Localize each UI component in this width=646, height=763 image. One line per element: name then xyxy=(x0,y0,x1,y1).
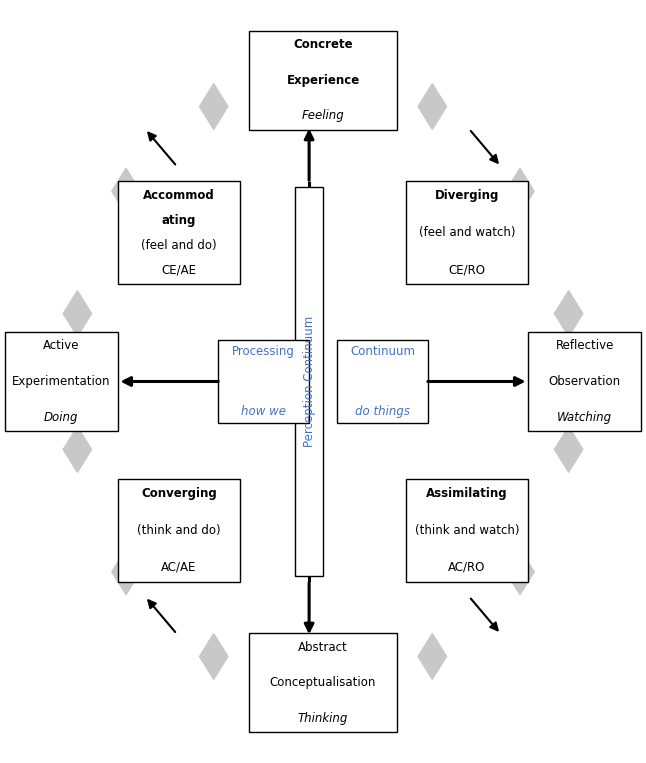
Bar xyxy=(528,332,641,431)
Text: Abstract: Abstract xyxy=(298,641,348,654)
Text: Converging: Converging xyxy=(141,487,217,500)
Text: Doing: Doing xyxy=(44,410,79,423)
Text: (feel and do): (feel and do) xyxy=(141,239,217,252)
Bar xyxy=(249,633,397,732)
Text: Experimentation: Experimentation xyxy=(12,375,110,388)
Text: (think and watch): (think and watch) xyxy=(415,523,519,537)
Polygon shape xyxy=(554,427,583,472)
Text: Diverging: Diverging xyxy=(435,189,499,202)
Text: how we: how we xyxy=(241,405,286,418)
Bar xyxy=(337,340,428,423)
Text: Accommod: Accommod xyxy=(143,189,215,202)
Text: Reflective: Reflective xyxy=(556,340,614,353)
Bar xyxy=(406,479,528,581)
Text: (think and do): (think and do) xyxy=(137,523,221,537)
Polygon shape xyxy=(112,169,140,214)
Bar xyxy=(218,340,309,423)
Text: ating: ating xyxy=(162,214,196,227)
Text: Experience: Experience xyxy=(286,73,360,87)
Polygon shape xyxy=(112,549,140,594)
Polygon shape xyxy=(63,291,92,336)
Bar xyxy=(118,181,240,285)
Polygon shape xyxy=(506,549,534,594)
Text: Active: Active xyxy=(43,340,79,353)
Text: do things: do things xyxy=(355,405,410,418)
Text: Thinking: Thinking xyxy=(298,712,348,725)
Polygon shape xyxy=(200,84,228,130)
Text: Concrete: Concrete xyxy=(293,38,353,51)
Text: CE/RO: CE/RO xyxy=(448,263,486,276)
Polygon shape xyxy=(418,84,446,130)
Text: AC/RO: AC/RO xyxy=(448,561,486,574)
Text: Processing: Processing xyxy=(232,345,295,358)
Bar xyxy=(5,332,118,431)
Polygon shape xyxy=(200,633,228,679)
Polygon shape xyxy=(506,169,534,214)
Text: (feel and watch): (feel and watch) xyxy=(419,226,516,240)
Bar xyxy=(295,187,323,576)
Polygon shape xyxy=(309,664,337,710)
Polygon shape xyxy=(554,291,583,336)
Text: Perception Continuum: Perception Continuum xyxy=(302,316,316,447)
Bar xyxy=(118,479,240,581)
Text: Assimilating: Assimilating xyxy=(426,487,508,500)
Text: Feeling: Feeling xyxy=(302,109,344,122)
Text: Conceptualisation: Conceptualisation xyxy=(270,676,376,690)
Text: Watching: Watching xyxy=(557,410,612,423)
Polygon shape xyxy=(418,633,446,679)
Bar xyxy=(406,181,528,285)
Polygon shape xyxy=(63,427,92,472)
Polygon shape xyxy=(309,53,337,99)
Text: AC/AE: AC/AE xyxy=(162,561,196,574)
Text: Continuum: Continuum xyxy=(350,345,415,358)
Bar xyxy=(249,31,397,130)
Text: Observation: Observation xyxy=(548,375,621,388)
Text: CE/AE: CE/AE xyxy=(162,263,196,276)
